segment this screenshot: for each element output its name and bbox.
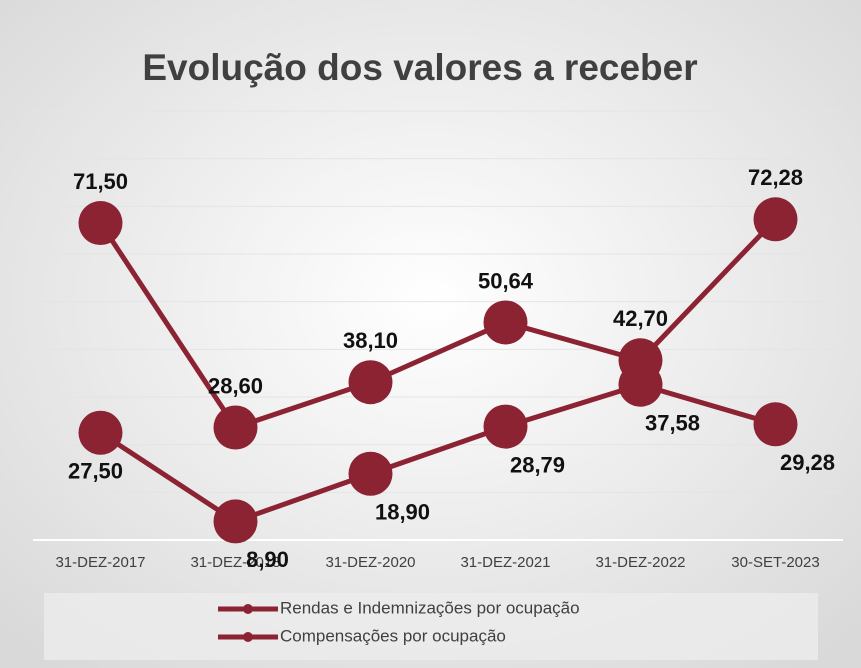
marker [753, 197, 798, 242]
marker [213, 499, 258, 544]
marker [348, 451, 393, 496]
data-label: 50,64 [478, 268, 534, 293]
data-label: 28,79 [510, 452, 565, 477]
series-line [99, 382, 777, 525]
data-label: 72,28 [748, 165, 803, 190]
marker [753, 402, 798, 447]
data-label: 37,58 [645, 411, 700, 436]
data-label: 38,10 [343, 328, 398, 353]
marker [78, 201, 123, 246]
marker [483, 300, 528, 345]
x-tick-label: 31-DEZ-2017 [55, 554, 145, 571]
legend-marker [243, 604, 253, 614]
x-tick-label: 30-SET-2023 [731, 554, 819, 571]
data-label: 71,50 [73, 169, 128, 194]
marker [483, 404, 528, 449]
marker [213, 405, 258, 450]
x-tick-label: 31-DEZ-2018 [190, 554, 280, 571]
x-tick-label: 31-DEZ-2022 [595, 554, 685, 571]
legend-label: Compensações por ocupação [280, 626, 506, 645]
data-label: 28,60 [208, 373, 263, 398]
series-line [98, 217, 778, 431]
legend-marker [243, 632, 253, 642]
x-tick-label: 31-DEZ-2021 [460, 554, 550, 571]
data-label: 8,90 [246, 547, 289, 572]
chart-title: Evolução dos valores a receber [142, 47, 697, 88]
data-label: 18,90 [375, 500, 430, 525]
x-tick-label: 31-DEZ-2020 [325, 554, 415, 571]
legend-box [44, 593, 818, 660]
marker [348, 360, 393, 405]
marker [618, 362, 663, 407]
data-label: 42,70 [613, 306, 668, 331]
marker [78, 410, 123, 455]
data-label: 27,50 [68, 459, 123, 484]
data-label: 29,28 [780, 450, 835, 475]
legend-label: Rendas e Indemnizações por ocupação [280, 598, 580, 617]
